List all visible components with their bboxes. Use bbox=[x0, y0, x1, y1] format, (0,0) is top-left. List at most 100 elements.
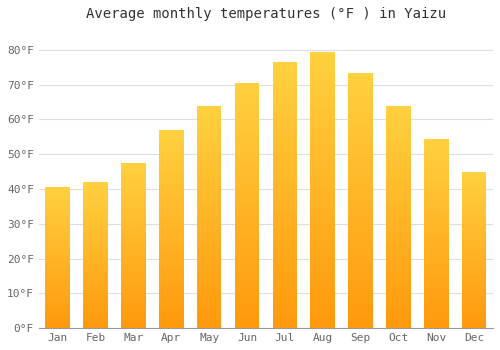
Bar bbox=[84, 231, 108, 233]
Bar bbox=[272, 128, 297, 132]
Bar bbox=[310, 69, 335, 72]
Bar bbox=[46, 210, 70, 212]
Bar bbox=[197, 170, 222, 172]
Bar bbox=[272, 62, 297, 65]
Bar bbox=[234, 285, 260, 288]
Bar bbox=[348, 287, 373, 290]
Bar bbox=[386, 209, 410, 211]
Bar bbox=[462, 229, 486, 230]
Bar bbox=[310, 121, 335, 124]
Bar bbox=[234, 276, 260, 279]
Bar bbox=[46, 231, 70, 233]
Bar bbox=[159, 264, 184, 266]
Bar bbox=[46, 209, 70, 210]
Bar bbox=[272, 205, 297, 209]
Bar bbox=[310, 138, 335, 141]
Bar bbox=[234, 270, 260, 273]
Bar bbox=[121, 223, 146, 225]
Bar bbox=[84, 240, 108, 242]
Bar bbox=[272, 298, 297, 302]
Bar bbox=[424, 300, 448, 302]
Bar bbox=[84, 233, 108, 235]
Bar bbox=[386, 217, 410, 220]
Bar bbox=[462, 270, 486, 272]
Bar bbox=[386, 223, 410, 225]
Bar bbox=[386, 114, 410, 117]
Bar bbox=[46, 272, 70, 274]
Bar bbox=[348, 146, 373, 149]
Bar bbox=[386, 284, 410, 286]
Bar bbox=[84, 246, 108, 248]
Bar bbox=[197, 286, 222, 289]
Bar bbox=[234, 258, 260, 261]
Bar bbox=[462, 272, 486, 273]
Bar bbox=[424, 293, 448, 295]
Bar bbox=[197, 267, 222, 270]
Bar bbox=[234, 294, 260, 297]
Bar bbox=[234, 147, 260, 150]
Bar bbox=[386, 312, 410, 314]
Bar bbox=[121, 239, 146, 241]
Bar bbox=[84, 273, 108, 275]
Bar bbox=[424, 233, 448, 236]
Bar bbox=[234, 123, 260, 126]
Bar bbox=[462, 307, 486, 309]
Bar bbox=[462, 262, 486, 264]
Bar bbox=[348, 124, 373, 127]
Bar bbox=[234, 252, 260, 255]
Bar bbox=[197, 225, 222, 228]
Bar bbox=[197, 228, 222, 231]
Bar bbox=[424, 179, 448, 181]
Bar bbox=[159, 249, 184, 251]
Bar bbox=[348, 111, 373, 114]
Bar bbox=[234, 144, 260, 147]
Bar bbox=[462, 252, 486, 254]
Bar bbox=[462, 217, 486, 219]
Bar bbox=[159, 261, 184, 264]
Bar bbox=[348, 306, 373, 309]
Bar bbox=[310, 204, 335, 207]
Bar bbox=[310, 276, 335, 280]
Bar bbox=[348, 204, 373, 207]
Bar bbox=[121, 322, 146, 324]
Bar bbox=[348, 284, 373, 287]
Bar bbox=[46, 323, 70, 325]
Bar bbox=[197, 203, 222, 206]
Bar bbox=[272, 302, 297, 305]
Bar bbox=[84, 184, 108, 186]
Bar bbox=[462, 195, 486, 197]
Bar bbox=[310, 256, 335, 259]
Bar bbox=[159, 254, 184, 256]
Bar bbox=[386, 292, 410, 295]
Bar bbox=[348, 277, 373, 280]
Bar bbox=[197, 145, 222, 147]
Bar bbox=[46, 307, 70, 309]
Bar bbox=[386, 117, 410, 119]
Bar bbox=[121, 190, 146, 192]
Bar bbox=[310, 311, 335, 314]
Bar bbox=[272, 125, 297, 128]
Bar bbox=[272, 139, 297, 142]
Bar bbox=[272, 282, 297, 285]
Bar bbox=[348, 318, 373, 322]
Bar bbox=[386, 247, 410, 250]
Bar bbox=[46, 310, 70, 312]
Bar bbox=[348, 127, 373, 130]
Bar bbox=[348, 108, 373, 111]
Bar bbox=[84, 239, 108, 240]
Bar bbox=[197, 317, 222, 320]
Bar bbox=[272, 79, 297, 82]
Bar bbox=[310, 252, 335, 256]
Bar bbox=[84, 215, 108, 217]
Bar bbox=[121, 165, 146, 167]
Bar bbox=[84, 211, 108, 213]
Bar bbox=[234, 322, 260, 325]
Bar bbox=[386, 259, 410, 261]
Bar bbox=[234, 187, 260, 190]
Bar bbox=[159, 318, 184, 321]
Bar bbox=[386, 225, 410, 228]
Bar bbox=[462, 309, 486, 310]
Bar bbox=[46, 270, 70, 272]
Bar bbox=[197, 298, 222, 300]
Bar bbox=[84, 250, 108, 252]
